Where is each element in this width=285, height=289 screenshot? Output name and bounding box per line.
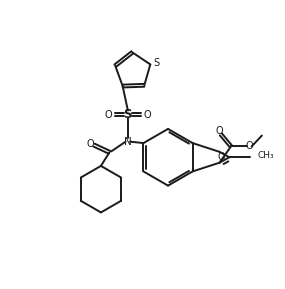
Text: S: S <box>124 108 132 121</box>
Text: S: S <box>154 58 160 68</box>
Text: O: O <box>105 110 112 120</box>
Text: N: N <box>124 137 132 147</box>
Text: O: O <box>87 139 94 149</box>
Text: O: O <box>246 141 253 151</box>
Text: CH₃: CH₃ <box>258 151 274 160</box>
Text: O: O <box>216 126 223 136</box>
Text: O: O <box>143 110 151 120</box>
Text: O: O <box>217 152 225 162</box>
